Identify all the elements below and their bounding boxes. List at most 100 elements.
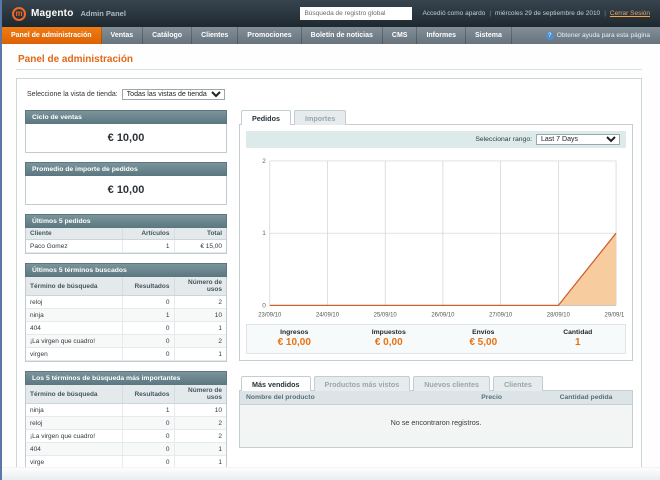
table-row[interactable]: reloj 0 2 bbox=[26, 416, 226, 430]
products-tab[interactable]: Nuevos clientes bbox=[413, 376, 490, 392]
orders-chart: 0 1 2 23/09/10 24/09/10 25/09/10 26/09/10 27/09… bbox=[246, 148, 626, 321]
table-row[interactable]: virge 0 1 bbox=[26, 455, 226, 467]
orders-area-chart: 0 1 2 23/09/10 24/09/10 25/09/10 26/09/10 27/09… bbox=[258, 158, 624, 318]
last-search-terms-box: Últimos 5 términos buscados Término de b… bbox=[25, 263, 227, 362]
main-nav: Panel de administración Ventas Catálogo Cli… bbox=[2, 27, 660, 44]
help-label: Obtener ayuda para esta página bbox=[556, 32, 650, 39]
products-tab[interactable]: Clientes bbox=[492, 376, 543, 392]
store-view-select[interactable]: Todas las vistas de tienda bbox=[121, 89, 225, 100]
nav-item[interactable]: Sistema bbox=[466, 27, 512, 44]
lifetime-sales-box: Ciclo de ventas € 10,00 bbox=[25, 110, 227, 153]
table-row[interactable]: reloj 0 2 bbox=[26, 295, 226, 309]
box-title: Ciclo de ventas bbox=[25, 110, 227, 124]
nav-item[interactable]: Ventas bbox=[102, 27, 144, 44]
separator: | bbox=[604, 10, 606, 17]
table-row[interactable]: 404 0 1 bbox=[26, 442, 226, 456]
svg-text:2: 2 bbox=[262, 158, 266, 165]
average-orders-box: Promedio de importe de pedidos € 10,00 bbox=[25, 162, 227, 205]
grid-column-header: Cantidad pedida bbox=[553, 391, 632, 406]
nav-item[interactable]: Boletín de noticias bbox=[302, 27, 383, 44]
nav-item[interactable]: Panel de administración bbox=[2, 27, 102, 44]
products-grid-panel: Nombre del producto Precio Cantidad pedida… bbox=[239, 390, 633, 449]
range-label: Seleccionar rango: bbox=[475, 136, 532, 143]
chart-tab[interactable]: Importes bbox=[293, 110, 347, 125]
svg-text:23/09/10: 23/09/10 bbox=[258, 312, 282, 318]
nav-item[interactable]: Informes bbox=[417, 27, 467, 44]
page-title: Panel de administración bbox=[18, 54, 134, 65]
column-header: Cliente bbox=[26, 228, 123, 240]
grid-column-header: Precio bbox=[475, 391, 554, 406]
brand-suffix: Admin Panel bbox=[80, 9, 126, 18]
products-section: Más vendidos Productos más vistos Nuevos c… bbox=[239, 376, 633, 449]
box-title: Promedio de importe de pedidos bbox=[25, 162, 227, 176]
brand-name: Magento bbox=[31, 8, 74, 19]
magento-logo: m Magento Admin Panel bbox=[12, 6, 126, 21]
global-search-input[interactable] bbox=[300, 7, 413, 20]
table-row[interactable]: 404 0 1 bbox=[26, 321, 226, 335]
column-header: Término de búsqueda bbox=[26, 385, 123, 404]
table-row[interactable]: virgen 0 1 bbox=[26, 347, 226, 361]
help-icon: ? bbox=[545, 31, 554, 40]
svg-text:1: 1 bbox=[262, 230, 266, 237]
svg-text:0: 0 bbox=[262, 302, 266, 309]
magento-logo-icon: m bbox=[12, 6, 26, 21]
box-title: Los 5 términos de búsqueda más important… bbox=[25, 371, 227, 385]
svg-text:27/09/10: 27/09/10 bbox=[489, 312, 513, 318]
average-orders-value: € 10,00 bbox=[107, 184, 145, 196]
lifetime-sales-value: € 10,00 bbox=[107, 132, 145, 144]
products-tab[interactable]: Más vendidos bbox=[241, 376, 311, 392]
nav-item[interactable]: Catálogo bbox=[143, 27, 193, 44]
column-header: Número de usos bbox=[174, 277, 226, 296]
dashboard-card: Seleccione la vista de tienda: Todas las… bbox=[16, 78, 642, 467]
store-view-selector-row: Seleccione la vista de tienda: Todas las… bbox=[27, 89, 633, 100]
total-stat: Ingresos € 10,00 bbox=[277, 329, 311, 349]
svg-text:28/09/10: 28/09/10 bbox=[547, 312, 571, 318]
current-date: miércoles 29 de septiembre de 2010 bbox=[495, 10, 601, 17]
logged-in-text: Accedió como apardo bbox=[422, 10, 486, 17]
table-row[interactable]: Paco Gomez 1 € 15,00 bbox=[26, 239, 226, 253]
nav-item[interactable]: Clientes bbox=[192, 27, 239, 44]
chart-tab[interactable]: Pedidos bbox=[241, 110, 291, 125]
range-select[interactable]: Last 7 Days bbox=[536, 134, 620, 145]
nav-item[interactable]: CMS bbox=[383, 27, 418, 44]
page-help-link[interactable]: ? Obtener ayuda para esta página bbox=[536, 27, 660, 44]
right-column: Pedidos Importes Seleccionar rango: Last … bbox=[239, 110, 633, 467]
content-area: Panel de administración Seleccione la vi… bbox=[2, 44, 660, 467]
box-title: Últimos 5 términos buscados bbox=[25, 263, 227, 277]
table-row[interactable]: ninja 1 10 bbox=[26, 403, 226, 417]
store-view-label: Seleccione la vista de tienda: bbox=[27, 91, 118, 98]
title-divider bbox=[16, 69, 642, 70]
table-row[interactable]: ¡La virgen que cuadro! 0 2 bbox=[26, 334, 226, 348]
separator: | bbox=[489, 10, 492, 17]
grid-column-header: Nombre del producto bbox=[240, 391, 476, 406]
column-header: Resultados bbox=[122, 277, 175, 296]
column-header: Resultados bbox=[122, 385, 175, 404]
column-header: Término de búsqueda bbox=[26, 277, 123, 296]
page-footer bbox=[2, 467, 660, 480]
products-tab[interactable]: Productos más vistos bbox=[313, 376, 411, 392]
svg-text:29/09/10: 29/09/10 bbox=[605, 312, 624, 318]
svg-text:26/09/10: 26/09/10 bbox=[431, 312, 455, 318]
svg-text:24/09/10: 24/09/10 bbox=[316, 312, 340, 318]
table-row[interactable]: ninja 1 10 bbox=[26, 308, 226, 322]
range-selector-row: Seleccionar rango: Last 7 Days bbox=[246, 131, 626, 148]
session-info: Accedió como apardo | miércoles 29 de se… bbox=[422, 10, 650, 17]
orders-chart-panel: Seleccionar rango: Last 7 Days 0 1 2 23/09/… bbox=[239, 124, 633, 362]
total-stat: Cantidad 1 bbox=[563, 329, 593, 349]
left-column: Ciclo de ventas € 10,00 Promedio de impo… bbox=[25, 110, 227, 467]
column-header: Número de usos bbox=[174, 385, 226, 404]
empty-grid-message: No se encontraron registros. bbox=[240, 405, 632, 448]
box-title: Últimos 5 pedidos bbox=[25, 214, 227, 228]
top-search-terms-box: Los 5 términos de búsqueda más important… bbox=[25, 371, 227, 467]
last-orders-box: Últimos 5 pedidos Cliente Artículos Total bbox=[25, 214, 227, 254]
top-header: m Magento Admin Panel Accedió como apard… bbox=[2, 0, 660, 27]
column-header: Artículos bbox=[122, 228, 175, 240]
total-stat: Impuestos € 0,00 bbox=[371, 329, 406, 349]
logout-link[interactable]: Cerrar Sesión bbox=[609, 10, 650, 17]
svg-text:25/09/10: 25/09/10 bbox=[374, 312, 398, 318]
total-stat: Envíos € 5,00 bbox=[469, 329, 498, 349]
nav-item[interactable]: Promociones bbox=[238, 27, 302, 44]
column-header: Total bbox=[174, 228, 226, 240]
table-row[interactable]: ¡La virgen que cuadro! 0 2 bbox=[26, 429, 226, 443]
